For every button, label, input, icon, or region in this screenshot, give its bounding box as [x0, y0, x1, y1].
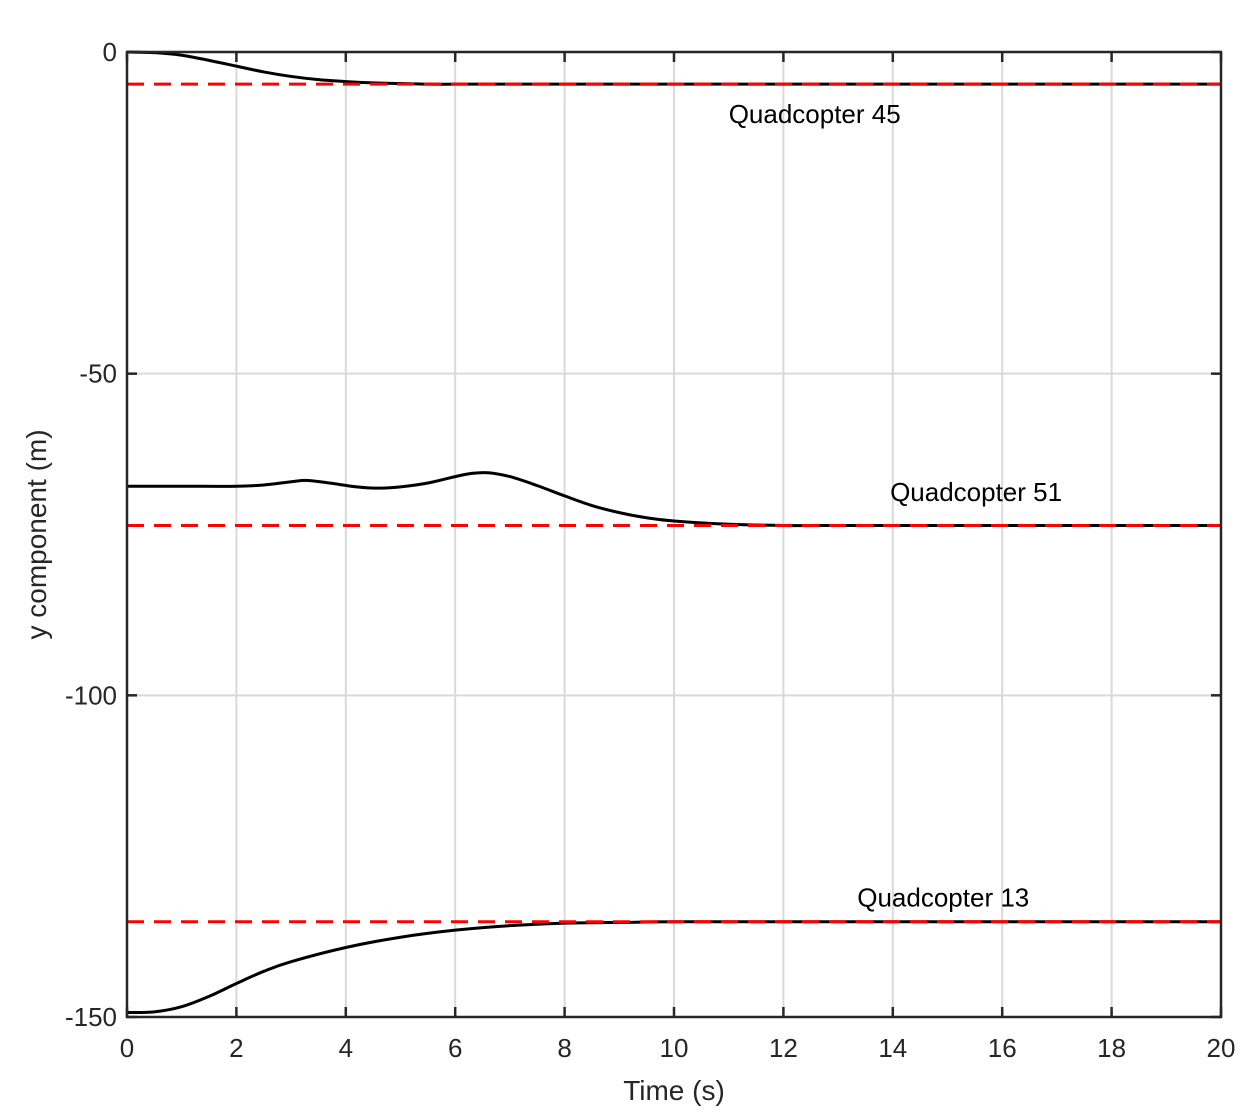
y-tick-label: 0: [103, 37, 117, 67]
y-axis-label: y component (m): [21, 429, 52, 639]
series-group: [126, 50, 1221, 1015]
x-tick-label: 18: [1097, 1033, 1126, 1063]
x-tick-label: 14: [878, 1033, 907, 1063]
x-tick-label: 0: [120, 1033, 134, 1063]
x-tick-label: 8: [557, 1033, 571, 1063]
tick-labels: 0 2 4 6 8 10 12 14 16 18 20 0 -50 -100 -150: [65, 37, 1236, 1063]
annotations: Quadcopter 45 Quadcopter 51 Quadcopter 13: [729, 99, 1062, 913]
x-tick-label: 4: [339, 1033, 353, 1063]
grid-lines: [126, 51, 1222, 1018]
x-tick-label: 2: [229, 1033, 243, 1063]
annotation-label: Quadcopter 45: [729, 99, 901, 129]
x-axis-label: Time (s): [623, 1075, 725, 1106]
x-tick-label: 10: [660, 1033, 689, 1063]
x-tick-label: 20: [1207, 1033, 1236, 1063]
annotation-label: Quadcopter 51: [890, 477, 1062, 507]
trajectory-line-2: [127, 471, 1221, 528]
plot-frame: [125, 50, 1223, 1019]
annotation-label: Quadcopter 13: [857, 882, 1029, 912]
y-tick-label: -100: [65, 680, 117, 710]
y-tick-label: -150: [65, 1002, 117, 1032]
x-tick-label: 6: [448, 1033, 462, 1063]
x-tick-label: 16: [988, 1033, 1017, 1063]
y-tick-label: -50: [79, 359, 117, 389]
x-tick-label: 12: [769, 1033, 798, 1063]
